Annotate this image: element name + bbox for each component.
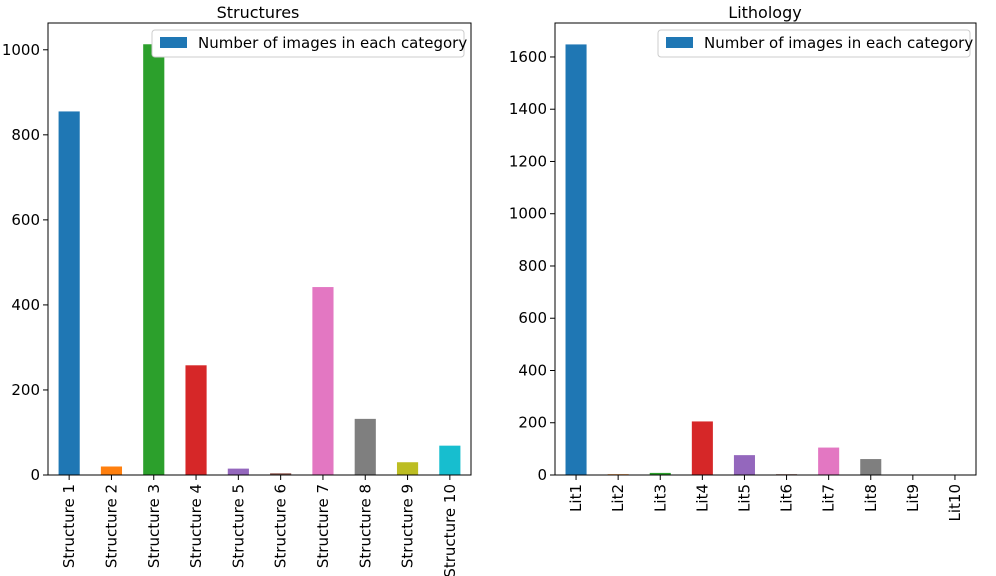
structures-chart-title: Structures — [217, 3, 300, 22]
lithology-x-tick-label: Lit9 — [904, 484, 922, 512]
structures-x-tick-label: Structure 8 — [356, 484, 374, 568]
lithology-x-tick-label: Lit8 — [862, 484, 880, 512]
lithology-x-axis: Lit1 Lit2 Lit3 Lit4 Lit5 Lit6 Lit7 Lit8 Lit9 Lit1… — [567, 475, 964, 522]
structures-bar — [185, 365, 207, 475]
lithology-legend-swatch — [666, 37, 693, 48]
lithology-y-tick-label: 1000 — [509, 205, 547, 223]
lithology-x-tick-label: Lit4 — [693, 484, 711, 512]
lithology-bar — [691, 421, 713, 475]
lithology-x-tick-label: Lit1 — [567, 484, 585, 512]
structures-y-tick-label: 800 — [11, 126, 40, 144]
lithology-x-tick-label: Lit3 — [651, 484, 669, 512]
lithology-legend-box — [657, 29, 971, 58]
lithology-y-tick-label: 0 — [537, 466, 547, 484]
structures-y-tick-label: 200 — [11, 381, 40, 399]
structures-x-tick-label: Structure 1 — [60, 484, 78, 568]
lithology-chart: Lithology 02004006008001000120014001600 … — [509, 3, 977, 522]
structures-y-tick-label: 400 — [11, 296, 40, 314]
structures-legend-box — [151, 29, 465, 58]
structures-legend: Number of images in each category — [151, 29, 467, 58]
lithology-chart-title: Lithology — [728, 3, 801, 22]
structures-bar — [100, 466, 123, 475]
lithology-x-tick-label: Lit5 — [735, 484, 753, 512]
lithology-y-axis: 0 200 400 600 800 1000 1200 1400 1600 — [509, 48, 555, 484]
lithology-x-tick-label: Lit6 — [778, 484, 796, 512]
lithology-y-tick-label: 1600 — [509, 48, 547, 66]
structures-plot-frame — [47, 22, 472, 476]
lithology-y-tick-label: 1200 — [509, 152, 547, 170]
structures-bar — [439, 445, 461, 475]
structures-y-tick-label: 600 — [11, 211, 40, 229]
structures-x-axis: Structure 1 Structure 2 Structure 3 Structu… — [60, 475, 459, 576]
lithology-bar — [860, 459, 882, 475]
lithology-legend-label: Number of images in each category — [704, 34, 973, 52]
structures-bar — [354, 418, 376, 475]
lithology-bar — [565, 44, 587, 476]
structures-bar — [143, 44, 165, 475]
structures-bar — [58, 111, 80, 475]
structures-bar — [312, 287, 334, 475]
lithology-legend: Number of images in each category — [657, 29, 973, 58]
structures-legend-swatch — [160, 37, 187, 48]
structures-bars — [58, 44, 461, 475]
lithology-bar — [649, 472, 671, 475]
structures-x-tick-label: Structure 6 — [272, 484, 290, 568]
structures-x-tick-label: Structure 2 — [102, 484, 120, 568]
structures-bar — [396, 462, 419, 475]
lithology-y-tick-label: 600 — [518, 309, 547, 327]
lithology-y-tick-label: 200 — [518, 414, 547, 432]
structures-x-tick-label: Structure 4 — [187, 484, 205, 568]
structures-x-tick-label: Structure 3 — [145, 484, 163, 568]
lithology-plot-frame — [554, 22, 977, 476]
structures-bar — [270, 473, 292, 475]
structures-x-tick-label: Structure 9 — [399, 484, 417, 568]
lithology-x-tick-label: Lit2 — [609, 484, 627, 512]
structures-y-axis: 0 200 400 600 800 1000 — [2, 41, 48, 484]
lithology-x-tick-label: Lit10 — [946, 484, 964, 522]
structures-x-tick-label: Structure 10 — [441, 484, 459, 576]
lithology-y-tick-label: 1400 — [509, 100, 547, 118]
lithology-bar — [733, 455, 755, 475]
structures-x-tick-label: Structure 5 — [229, 484, 247, 568]
structures-legend-label: Number of images in each category — [198, 34, 467, 52]
lithology-bars — [565, 44, 882, 476]
structures-chart: Structures 0 200 400 600 800 1000 Structure 1… — [2, 3, 472, 576]
structures-y-tick-label: 1000 — [2, 41, 40, 59]
structures-bar — [227, 468, 249, 475]
lithology-x-tick-label: Lit7 — [820, 484, 838, 512]
structures-y-tick-label: 0 — [30, 466, 40, 484]
structures-x-tick-label: Structure 7 — [314, 484, 332, 568]
lithology-y-tick-label: 400 — [518, 361, 547, 379]
lithology-y-tick-label: 800 — [518, 257, 547, 275]
lithology-bar — [818, 447, 840, 475]
